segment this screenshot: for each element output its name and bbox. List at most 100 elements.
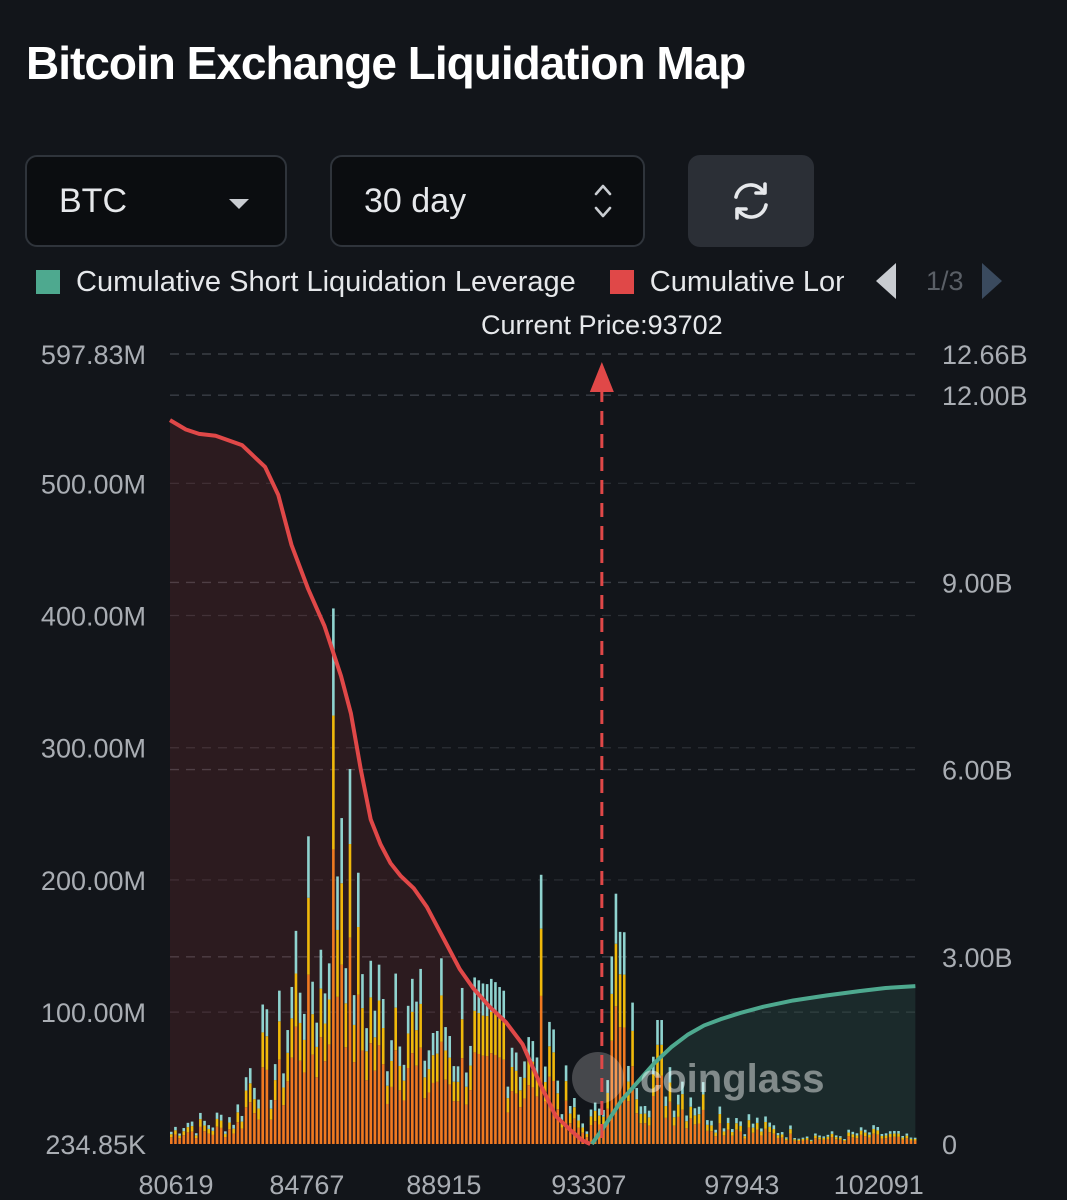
right-tick-label: 3.00B xyxy=(942,943,1013,973)
bitmex-bar xyxy=(377,964,381,1001)
bitmex-bar xyxy=(556,1080,560,1094)
binance-bar xyxy=(336,929,339,997)
left-tick-label: 400.00M xyxy=(41,602,146,632)
refresh-icon xyxy=(734,182,768,220)
okx-bar xyxy=(419,1047,422,1144)
bitmex-bar xyxy=(909,1137,913,1139)
okx-bar xyxy=(801,1140,805,1144)
bitmex-bar xyxy=(731,1129,734,1133)
bitmex-bar xyxy=(402,1064,406,1081)
bitmex-bar xyxy=(340,818,343,884)
binance-bar xyxy=(776,1135,780,1138)
okx-bar xyxy=(556,1109,560,1144)
legend-item-short[interactable]: Cumulative Short Liquidation Leverage xyxy=(36,266,576,299)
okx-bar xyxy=(685,1128,688,1144)
okx-bar xyxy=(839,1139,842,1144)
binance-bar xyxy=(519,1090,522,1108)
bitmex-bar xyxy=(369,960,373,998)
legend-label-short: Cumulative Short Liquidation Leverage xyxy=(76,265,576,298)
bitmex-bar xyxy=(872,1125,875,1129)
binance-bar xyxy=(207,1128,210,1134)
bitmex-bar xyxy=(880,1133,884,1136)
coin-select[interactable]: BTC xyxy=(25,155,287,247)
bitmex-bar xyxy=(893,1130,896,1134)
binance-bar xyxy=(340,883,343,965)
binance-bar xyxy=(352,1024,356,1063)
okx-bar xyxy=(706,1130,709,1144)
binance-bar xyxy=(548,1046,551,1077)
bitmex-bar xyxy=(489,978,493,1012)
okx-bar xyxy=(755,1129,759,1144)
binance-bar xyxy=(381,1027,385,1065)
bitmex-bar xyxy=(826,1134,830,1137)
pager-next-icon[interactable] xyxy=(978,261,1006,301)
okx-bar xyxy=(244,1107,248,1144)
bitmex-bar xyxy=(427,1050,431,1070)
pager-prev-icon[interactable] xyxy=(872,261,900,301)
okx-bar xyxy=(261,1067,265,1144)
binance-bar xyxy=(868,1134,871,1138)
okx-bar xyxy=(834,1139,838,1144)
binance-bar xyxy=(452,1081,456,1102)
bitmex-bar xyxy=(706,1120,709,1125)
okx-bar xyxy=(302,1072,306,1144)
okx-bar xyxy=(855,1138,859,1144)
current-price-label: Current Price:93702 xyxy=(481,310,723,340)
bitmex-bar xyxy=(805,1136,809,1139)
binance-bar xyxy=(710,1125,713,1132)
binance-bar xyxy=(589,1116,593,1126)
okx-bar xyxy=(506,1112,510,1144)
okx-bar xyxy=(847,1136,850,1144)
binance-bar xyxy=(402,1080,406,1101)
bitmex-bar xyxy=(240,1115,244,1122)
bitmex-bar xyxy=(785,1137,788,1139)
okx-bar xyxy=(273,1100,277,1144)
binance-bar xyxy=(581,1127,584,1133)
okx-bar xyxy=(780,1137,784,1144)
okx-bar xyxy=(909,1140,913,1144)
okx-bar xyxy=(290,1057,294,1144)
short-area xyxy=(591,986,916,1144)
binance-bar xyxy=(731,1132,734,1136)
okx-bar xyxy=(652,1095,655,1144)
bitmex-bar xyxy=(519,1076,522,1091)
binance-bar xyxy=(622,974,626,1028)
bitmex-bar xyxy=(789,1125,792,1130)
bitmex-bar xyxy=(307,836,310,898)
okx-bar xyxy=(647,1125,651,1144)
left-tick-label: 500.00M xyxy=(41,469,146,499)
binance-bar xyxy=(863,1132,867,1137)
legend-item-long[interactable]: Cumulative Long Liquidation Leverage xyxy=(609,266,844,299)
okx-bar xyxy=(240,1128,244,1144)
okx-bar xyxy=(639,1123,643,1144)
okx-bar xyxy=(693,1124,697,1144)
okx-bar xyxy=(768,1132,771,1144)
bitmex-bar xyxy=(411,978,414,1012)
bitmex-bar xyxy=(174,1126,177,1131)
bitmex-bar xyxy=(602,1109,605,1117)
bitmex-bar xyxy=(332,608,335,716)
okx-bar xyxy=(805,1139,809,1144)
time-range-select[interactable]: 30 day xyxy=(330,155,645,247)
right-tick-label: 6.00B xyxy=(942,756,1013,786)
okx-bar xyxy=(560,1127,564,1144)
bitmex-bar xyxy=(319,949,323,989)
okx-bar xyxy=(876,1134,880,1144)
bitmex-bar xyxy=(610,956,614,994)
x-tick-label: 93307 xyxy=(551,1170,626,1200)
okx-bar xyxy=(394,1050,397,1144)
okx-bar xyxy=(431,1082,435,1144)
okx-bar xyxy=(215,1126,219,1144)
bitmex-bar xyxy=(494,982,497,1015)
okx-bar xyxy=(751,1132,755,1144)
refresh-button[interactable] xyxy=(688,155,814,247)
okx-bar xyxy=(365,1080,368,1144)
okx-bar xyxy=(269,1119,273,1144)
binance-bar xyxy=(248,1083,252,1103)
binance-bar xyxy=(884,1135,888,1139)
bitmex-bar xyxy=(398,1046,402,1066)
okx-bar xyxy=(294,1026,298,1144)
binance-bar xyxy=(672,1117,676,1126)
bitmex-bar xyxy=(710,1120,713,1126)
bitmex-bar xyxy=(302,1013,306,1040)
